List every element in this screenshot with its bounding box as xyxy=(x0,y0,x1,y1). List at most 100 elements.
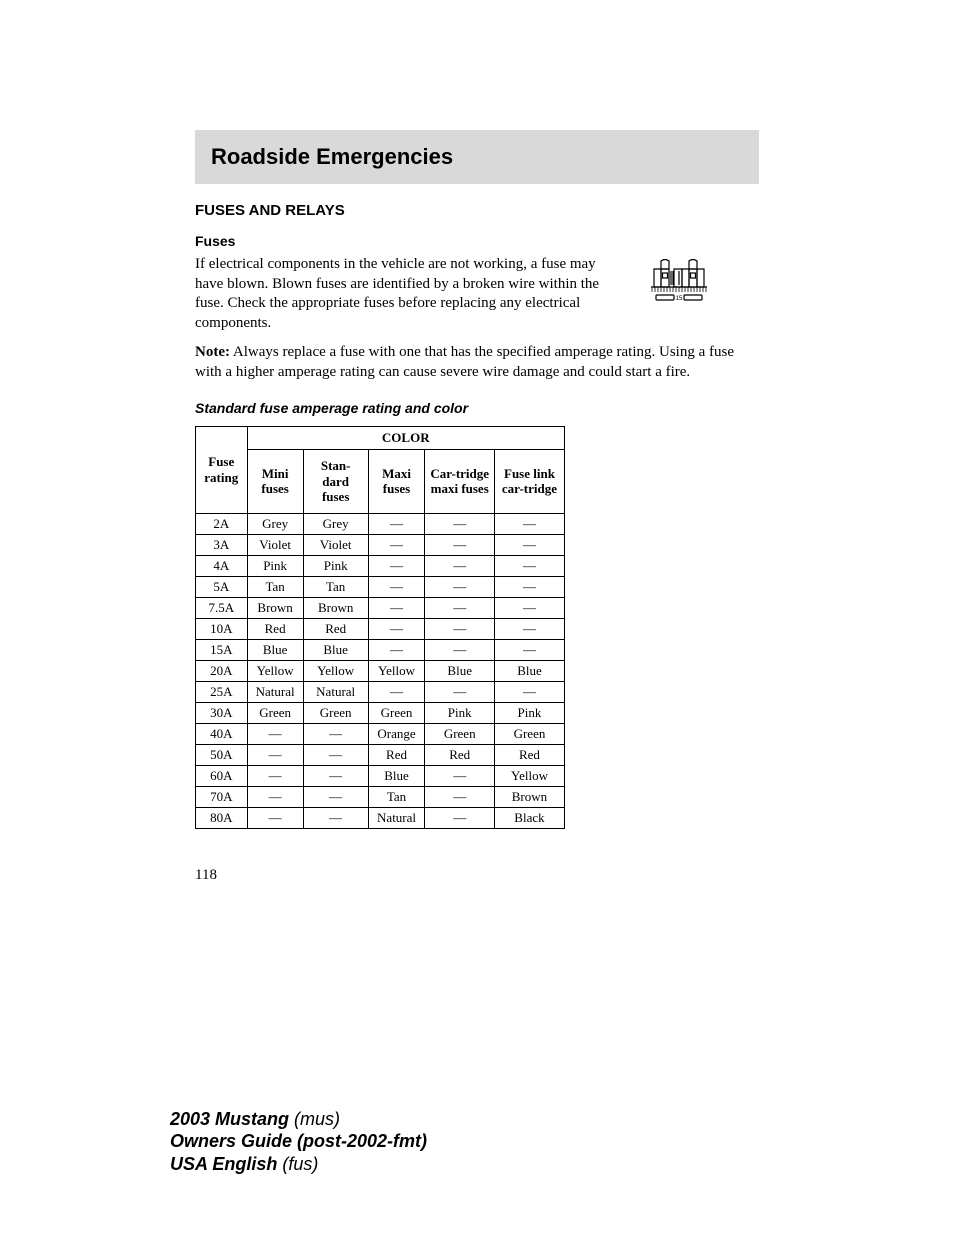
table-cell: — xyxy=(368,555,425,576)
table-cell: 10A xyxy=(196,618,248,639)
footer-line: 2003 Mustang (mus) xyxy=(170,1108,427,1131)
table-cell: Brown xyxy=(494,786,564,807)
table-cell: Violet xyxy=(247,534,303,555)
table-cell: Red xyxy=(425,744,494,765)
table-body: 2AGreyGrey———3AVioletViolet———4APinkPink… xyxy=(196,513,565,828)
table-cell: Blue xyxy=(494,660,564,681)
table-cell: Grey xyxy=(303,513,368,534)
table-row: 10ARedRed——— xyxy=(196,618,565,639)
table-cell: — xyxy=(247,807,303,828)
page-title: Roadside Emergencies xyxy=(211,144,743,170)
table-cell: Natural xyxy=(303,681,368,702)
footer-lang: USA English xyxy=(170,1154,277,1174)
table-cell: Blue xyxy=(368,765,425,786)
table-row: 4APinkPink——— xyxy=(196,555,565,576)
table-cell: — xyxy=(425,576,494,597)
table-cell: Pink xyxy=(303,555,368,576)
table-cell: — xyxy=(425,597,494,618)
table-header-color: COLOR xyxy=(247,427,564,450)
table-cell: 4A xyxy=(196,555,248,576)
table-cell: Brown xyxy=(247,597,303,618)
table-cell: Natural xyxy=(247,681,303,702)
table-cell: — xyxy=(494,597,564,618)
table-header: Stan-dard fuses xyxy=(303,450,368,514)
table-row: 15ABlueBlue——— xyxy=(196,639,565,660)
table-row: 5ATanTan——— xyxy=(196,576,565,597)
table-cell: Green xyxy=(368,702,425,723)
table-cell: 7.5A xyxy=(196,597,248,618)
table-cell: 50A xyxy=(196,744,248,765)
table-cell: Green xyxy=(494,723,564,744)
table-cell: Brown xyxy=(303,597,368,618)
table-cell: 60A xyxy=(196,765,248,786)
section-heading: FUSES AND RELAYS xyxy=(195,202,759,219)
table-cell: Pink xyxy=(425,702,494,723)
table-header: Maxi fuses xyxy=(368,450,425,514)
header-banner: Roadside Emergencies xyxy=(195,130,759,184)
table-cell: — xyxy=(368,513,425,534)
table-row: 25ANaturalNatural——— xyxy=(196,681,565,702)
table-cell: — xyxy=(425,513,494,534)
footer: 2003 Mustang (mus) Owners Guide (post-20… xyxy=(170,1108,427,1176)
table-cell: Orange xyxy=(368,723,425,744)
table-cell: — xyxy=(425,618,494,639)
intro-paragraph-wrap: 15 If electrical components in the vehic… xyxy=(195,255,759,333)
footer-guide: Owners Guide (post-2002-fmt) xyxy=(170,1131,427,1151)
table-cell: Green xyxy=(303,702,368,723)
fuse-icon-label: 15 xyxy=(676,296,683,302)
table-cell: 3A xyxy=(196,534,248,555)
fuse-icon: 15 xyxy=(639,259,719,310)
table-cell: Red xyxy=(494,744,564,765)
table-cell: — xyxy=(368,534,425,555)
intro-paragraph: If electrical components in the vehicle … xyxy=(195,256,599,331)
table-cell: — xyxy=(368,681,425,702)
table-row: 80A——Natural—Black xyxy=(196,807,565,828)
table-cell: Black xyxy=(494,807,564,828)
footer-lang-code: (fus) xyxy=(277,1154,318,1174)
footer-model: 2003 Mustang xyxy=(170,1109,289,1129)
table-cell: — xyxy=(425,534,494,555)
table-cell: — xyxy=(303,744,368,765)
table-cell: — xyxy=(368,597,425,618)
table-cell: — xyxy=(247,786,303,807)
note-label: Note: xyxy=(195,344,230,360)
table-cell: Natural xyxy=(368,807,425,828)
sub-heading: Fuses xyxy=(195,233,759,249)
table-row: 60A——Blue—Yellow xyxy=(196,765,565,786)
table-cell: — xyxy=(494,681,564,702)
table-cell: — xyxy=(247,744,303,765)
fuse-table: Fuse rating COLOR Mini fuses Stan-dard f… xyxy=(195,426,565,829)
table-cell: — xyxy=(247,765,303,786)
table-cell: 80A xyxy=(196,807,248,828)
table-cell: Blue xyxy=(303,639,368,660)
table-cell: — xyxy=(425,639,494,660)
table-cell: 40A xyxy=(196,723,248,744)
table-cell: Tan xyxy=(303,576,368,597)
table-cell: Pink xyxy=(247,555,303,576)
table-cell: 15A xyxy=(196,639,248,660)
table-cell: — xyxy=(494,576,564,597)
table-cell: Tan xyxy=(368,786,425,807)
note-body: Always replace a fuse with one that has … xyxy=(195,344,734,380)
note-paragraph: Note: Always replace a fuse with one tha… xyxy=(195,343,759,382)
table-cell: — xyxy=(303,807,368,828)
footer-line: Owners Guide (post-2002-fmt) xyxy=(170,1130,427,1153)
table-cell: 25A xyxy=(196,681,248,702)
table-cell: Green xyxy=(425,723,494,744)
table-cell: Red xyxy=(247,618,303,639)
table-cell: 5A xyxy=(196,576,248,597)
table-cell: Violet xyxy=(303,534,368,555)
table-cell: 20A xyxy=(196,660,248,681)
table-cell: — xyxy=(425,786,494,807)
table-row: 2AGreyGrey——— xyxy=(196,513,565,534)
table-heading: Standard fuse amperage rating and color xyxy=(195,400,759,416)
table-cell: 30A xyxy=(196,702,248,723)
table-cell: Blue xyxy=(425,660,494,681)
table-cell: 70A xyxy=(196,786,248,807)
table-cell: — xyxy=(494,534,564,555)
table-cell: — xyxy=(368,639,425,660)
table-row: 7.5ABrownBrown——— xyxy=(196,597,565,618)
table-row: 70A——Tan—Brown xyxy=(196,786,565,807)
table-cell: — xyxy=(425,765,494,786)
table-cell: Red xyxy=(368,744,425,765)
